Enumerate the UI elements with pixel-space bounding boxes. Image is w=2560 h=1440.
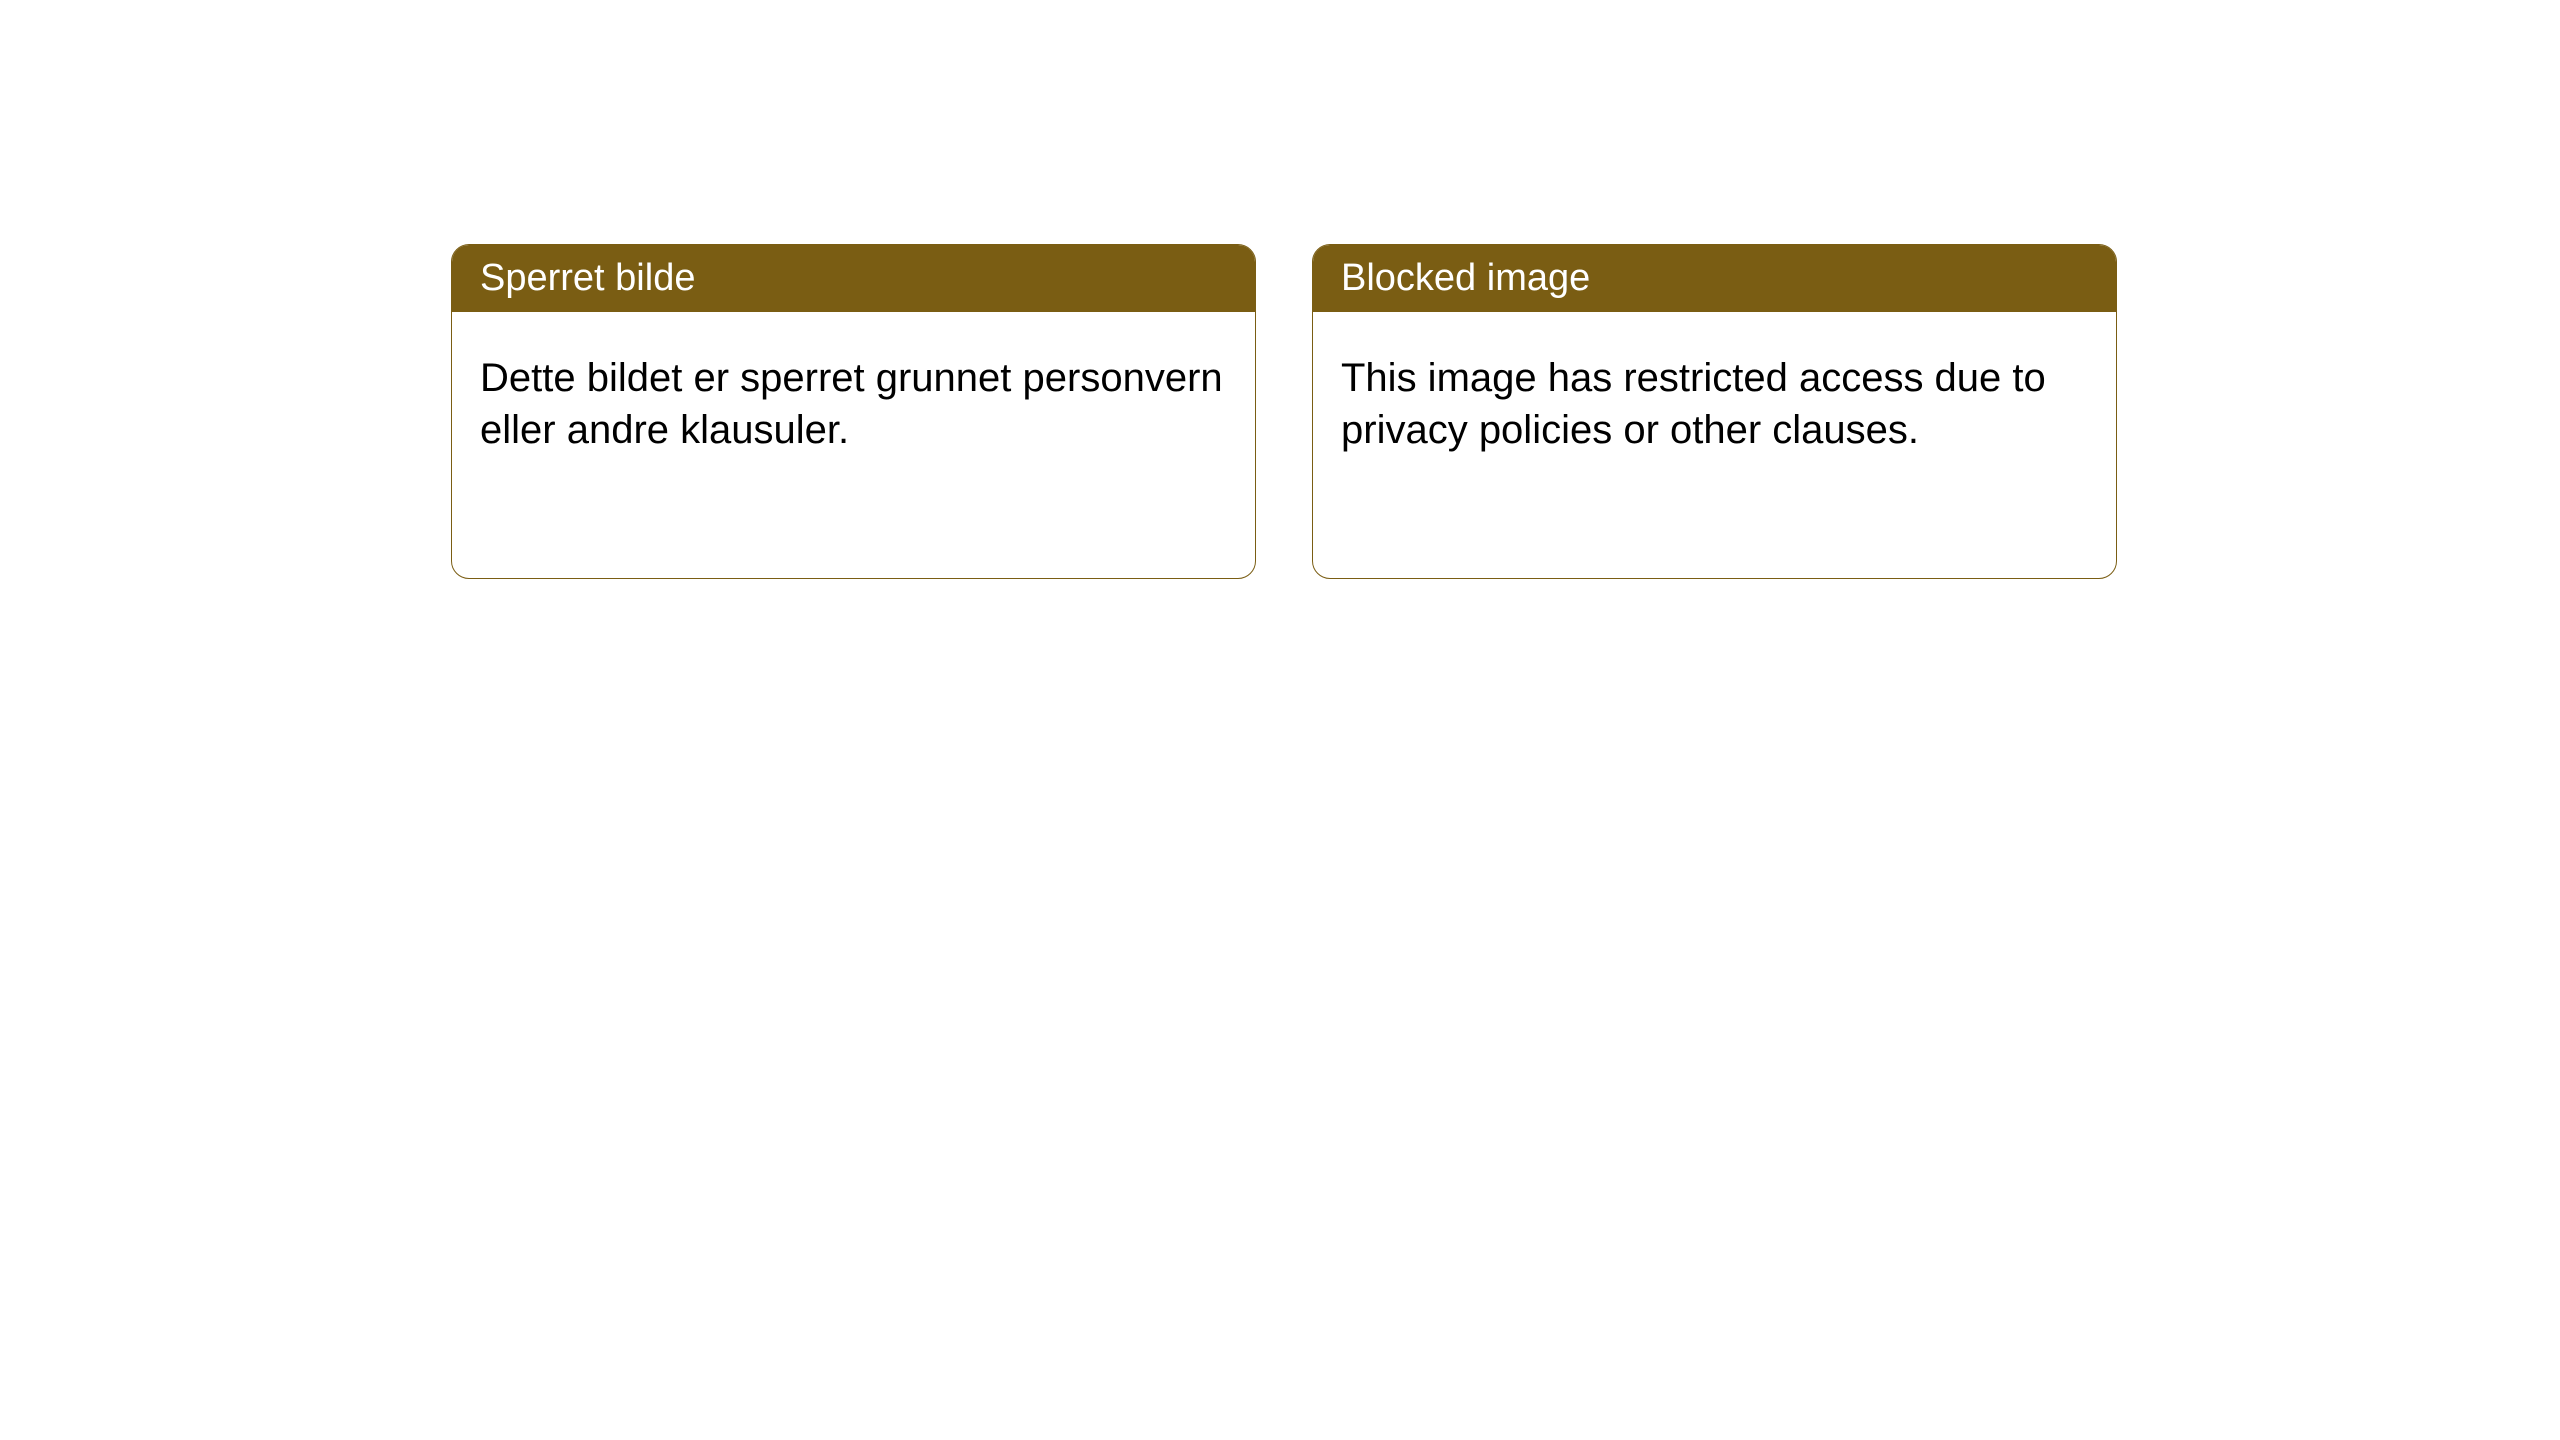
card-title: Sperret bilde bbox=[480, 257, 695, 299]
notice-card-english: Blocked image This image has restricted … bbox=[1312, 244, 2117, 579]
card-body: Dette bildet er sperret grunnet personve… bbox=[452, 312, 1255, 484]
card-body: This image has restricted access due to … bbox=[1313, 312, 2116, 484]
card-header: Blocked image bbox=[1313, 245, 2116, 312]
card-message: This image has restricted access due to … bbox=[1341, 356, 2046, 452]
card-message: Dette bildet er sperret grunnet personve… bbox=[480, 356, 1223, 452]
card-title: Blocked image bbox=[1341, 257, 1590, 299]
notice-card-norwegian: Sperret bilde Dette bildet er sperret gr… bbox=[451, 244, 1256, 579]
card-header: Sperret bilde bbox=[452, 245, 1255, 312]
notice-cards-container: Sperret bilde Dette bildet er sperret gr… bbox=[0, 0, 2560, 579]
